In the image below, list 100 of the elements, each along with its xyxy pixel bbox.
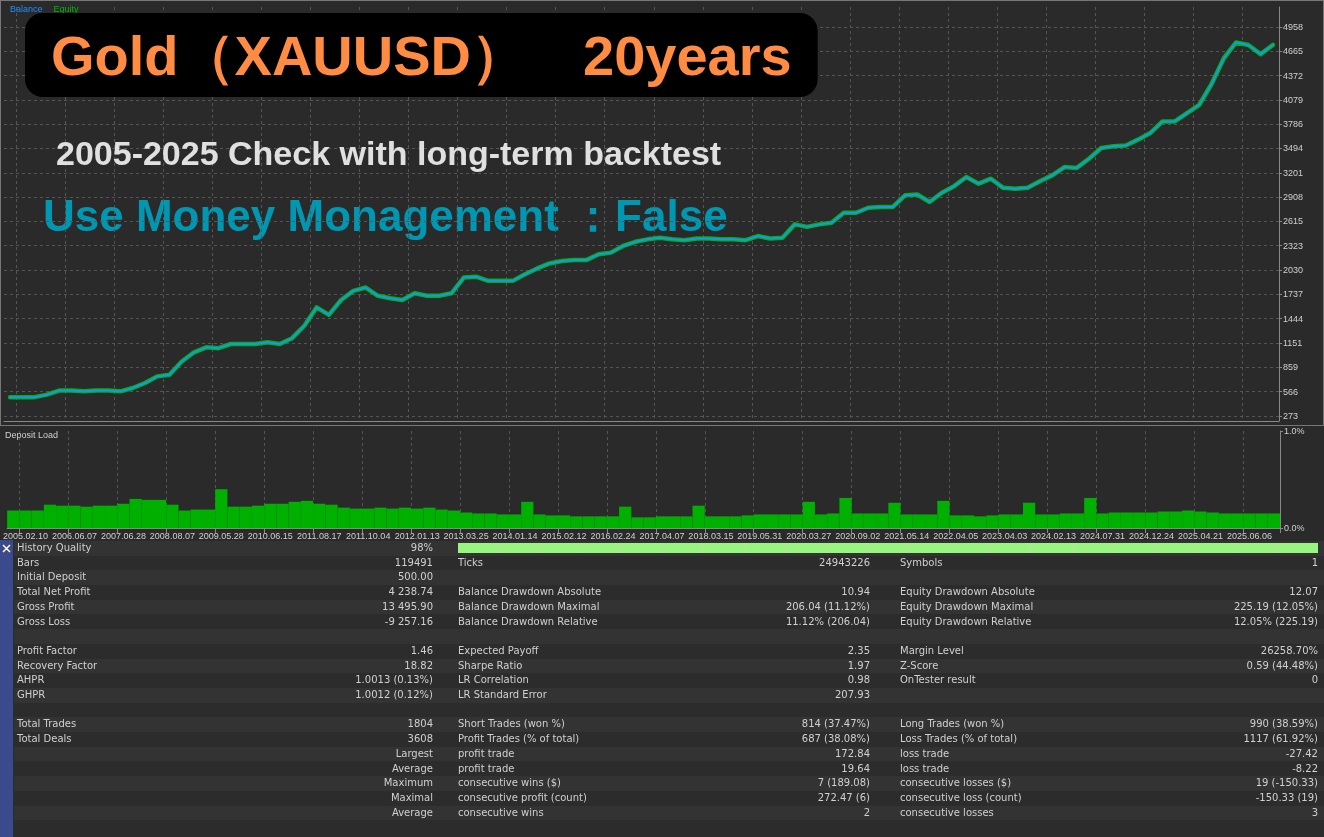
x-tick-label: 2024.07.31 xyxy=(1080,530,1126,541)
text: -8.22 xyxy=(1292,761,1318,776)
text: consecutive wins ($) xyxy=(458,776,561,791)
text: GHPR xyxy=(17,688,46,702)
text: 172.84 xyxy=(835,746,870,761)
x-tick-label: 2020.03.27 xyxy=(786,530,832,541)
text: 2.35 xyxy=(847,643,870,658)
text: Margin Level xyxy=(900,643,964,658)
y-tick-label: 2323 xyxy=(1283,240,1304,251)
x-tick-label: 2013.03.25 xyxy=(443,530,489,541)
text: 2 xyxy=(863,805,870,820)
text: 206.04 (11.12%) xyxy=(785,599,870,614)
text: loss trade xyxy=(900,746,950,761)
text: 207.93 xyxy=(835,688,870,702)
text: 12.07 xyxy=(1289,585,1318,600)
y-tick-label: 1151 xyxy=(1283,338,1303,349)
y-tick-label: 859 xyxy=(1283,362,1299,373)
text: 11.12% (206.04) xyxy=(785,614,870,629)
text: Balance xyxy=(10,4,43,14)
text: Symbols xyxy=(900,555,943,570)
x-tick-label: 2025.04.21 xyxy=(1177,530,1223,541)
x-tick-label: 2016.02.24 xyxy=(590,530,636,541)
text: 2005-2025 Check with long-term backtest xyxy=(56,134,722,172)
text: 10.94 xyxy=(841,585,870,600)
text: Long Trades (won %) xyxy=(900,717,1005,732)
text: Total Net Profit xyxy=(17,585,91,600)
text: 0.59 (44.48%) xyxy=(1246,658,1318,673)
y-tick-label: 3201 xyxy=(1283,167,1304,178)
text: Expected Payoff xyxy=(458,643,539,658)
text: 119491 xyxy=(394,555,433,570)
text: OnTester result xyxy=(900,673,976,688)
x-tick-label: 2023.04.03 xyxy=(982,530,1028,541)
x-tick-label: 2025.06.06 xyxy=(1226,530,1272,541)
y-tick-label: 2615 xyxy=(1283,216,1304,227)
text: 19 (-150.33) xyxy=(1255,776,1318,791)
y-tick-label: 0.0% xyxy=(1284,523,1305,533)
text: 18.82 xyxy=(404,658,433,673)
text: Ticks xyxy=(458,555,484,570)
text: consecutive loss (count) xyxy=(900,790,1022,805)
text: Maximal xyxy=(390,790,433,805)
text: 98% xyxy=(410,541,433,555)
text: Gross Profit xyxy=(17,599,75,614)
text: Equity xyxy=(53,4,80,14)
text: 13 495.90 xyxy=(382,599,433,614)
annotation: Use Money Monagement ：False xyxy=(43,190,728,240)
text: 7 (189.08) xyxy=(817,776,870,791)
x-tick-label: 2018.03.15 xyxy=(688,530,734,541)
y-tick-label: 4665 xyxy=(1283,46,1304,57)
text: Equity Drawdown Maximal xyxy=(900,599,1034,614)
text: 1117 (61.92%) xyxy=(1243,732,1318,747)
text: 1.0013 (0.13%) xyxy=(355,673,433,688)
text: profit trade xyxy=(458,746,515,761)
x-tick-label: 2008.08.07 xyxy=(149,530,195,541)
text: AHPR xyxy=(17,673,45,688)
y-tick-label: 3786 xyxy=(1283,119,1304,130)
text: 225.19 (12.05%) xyxy=(1233,599,1318,614)
text: Profit Trades (% of total) xyxy=(458,732,580,747)
text: Profit Factor xyxy=(17,643,77,658)
text: Average xyxy=(391,761,433,776)
text: Total Deals xyxy=(17,732,72,747)
text: 0 xyxy=(1311,673,1318,688)
text: Z-Score xyxy=(900,658,939,673)
text: Equity Drawdown Relative xyxy=(900,614,1032,629)
text: 990 (38.59%) xyxy=(1249,717,1318,732)
y-tick-label: 3494 xyxy=(1283,143,1304,154)
text: 1 xyxy=(1311,555,1318,570)
x-tick-label: 2006.06.07 xyxy=(51,530,97,541)
chart-title: Deposit Load xyxy=(5,429,59,440)
text: consecutive losses ($) xyxy=(900,776,1012,791)
x-tick-label: 2011.08.17 xyxy=(297,530,342,541)
text: loss trade xyxy=(900,761,950,776)
text: Equity Drawdown Absolute xyxy=(900,585,1035,600)
text: consecutive losses xyxy=(900,805,994,820)
x-tick-label: 2007.06.28 xyxy=(100,530,146,541)
text: -150.33 (19) xyxy=(1255,790,1318,805)
text: Total Trades xyxy=(17,717,77,732)
text: 3608 xyxy=(407,732,433,747)
x-tick-label: 2014.01.14 xyxy=(492,530,538,541)
text: consecutive wins xyxy=(458,805,544,820)
x-tick-label: 2010.06.15 xyxy=(247,530,293,541)
text: 19.64 xyxy=(841,761,870,776)
x-tick-label: 2012.01.13 xyxy=(394,530,440,541)
text: -27.42 xyxy=(1285,746,1318,761)
text: 1.0012 (0.12%) xyxy=(355,688,433,702)
text: Balance Drawdown Maximal xyxy=(458,599,600,614)
text: -9 257.16 xyxy=(384,614,433,629)
y-tick-label: 2908 xyxy=(1283,192,1304,203)
text: 24943226 xyxy=(819,555,870,570)
text: LR Correlation xyxy=(458,673,529,688)
text: Largest xyxy=(395,746,433,761)
text: Bars xyxy=(17,555,40,570)
x-tick-label: 2024.02.13 xyxy=(1031,530,1077,541)
text: Gross Loss xyxy=(17,614,71,629)
text: 0.98 xyxy=(847,673,870,688)
x-tick-label: 2021.05.14 xyxy=(884,530,930,541)
x-tick-label: 2011.10.04 xyxy=(346,530,391,541)
text: Recovery Factor xyxy=(17,658,98,673)
text: 1.46 xyxy=(410,643,433,658)
y-tick-label: 4958 xyxy=(1283,21,1304,32)
text: LR Standard Error xyxy=(458,688,547,702)
